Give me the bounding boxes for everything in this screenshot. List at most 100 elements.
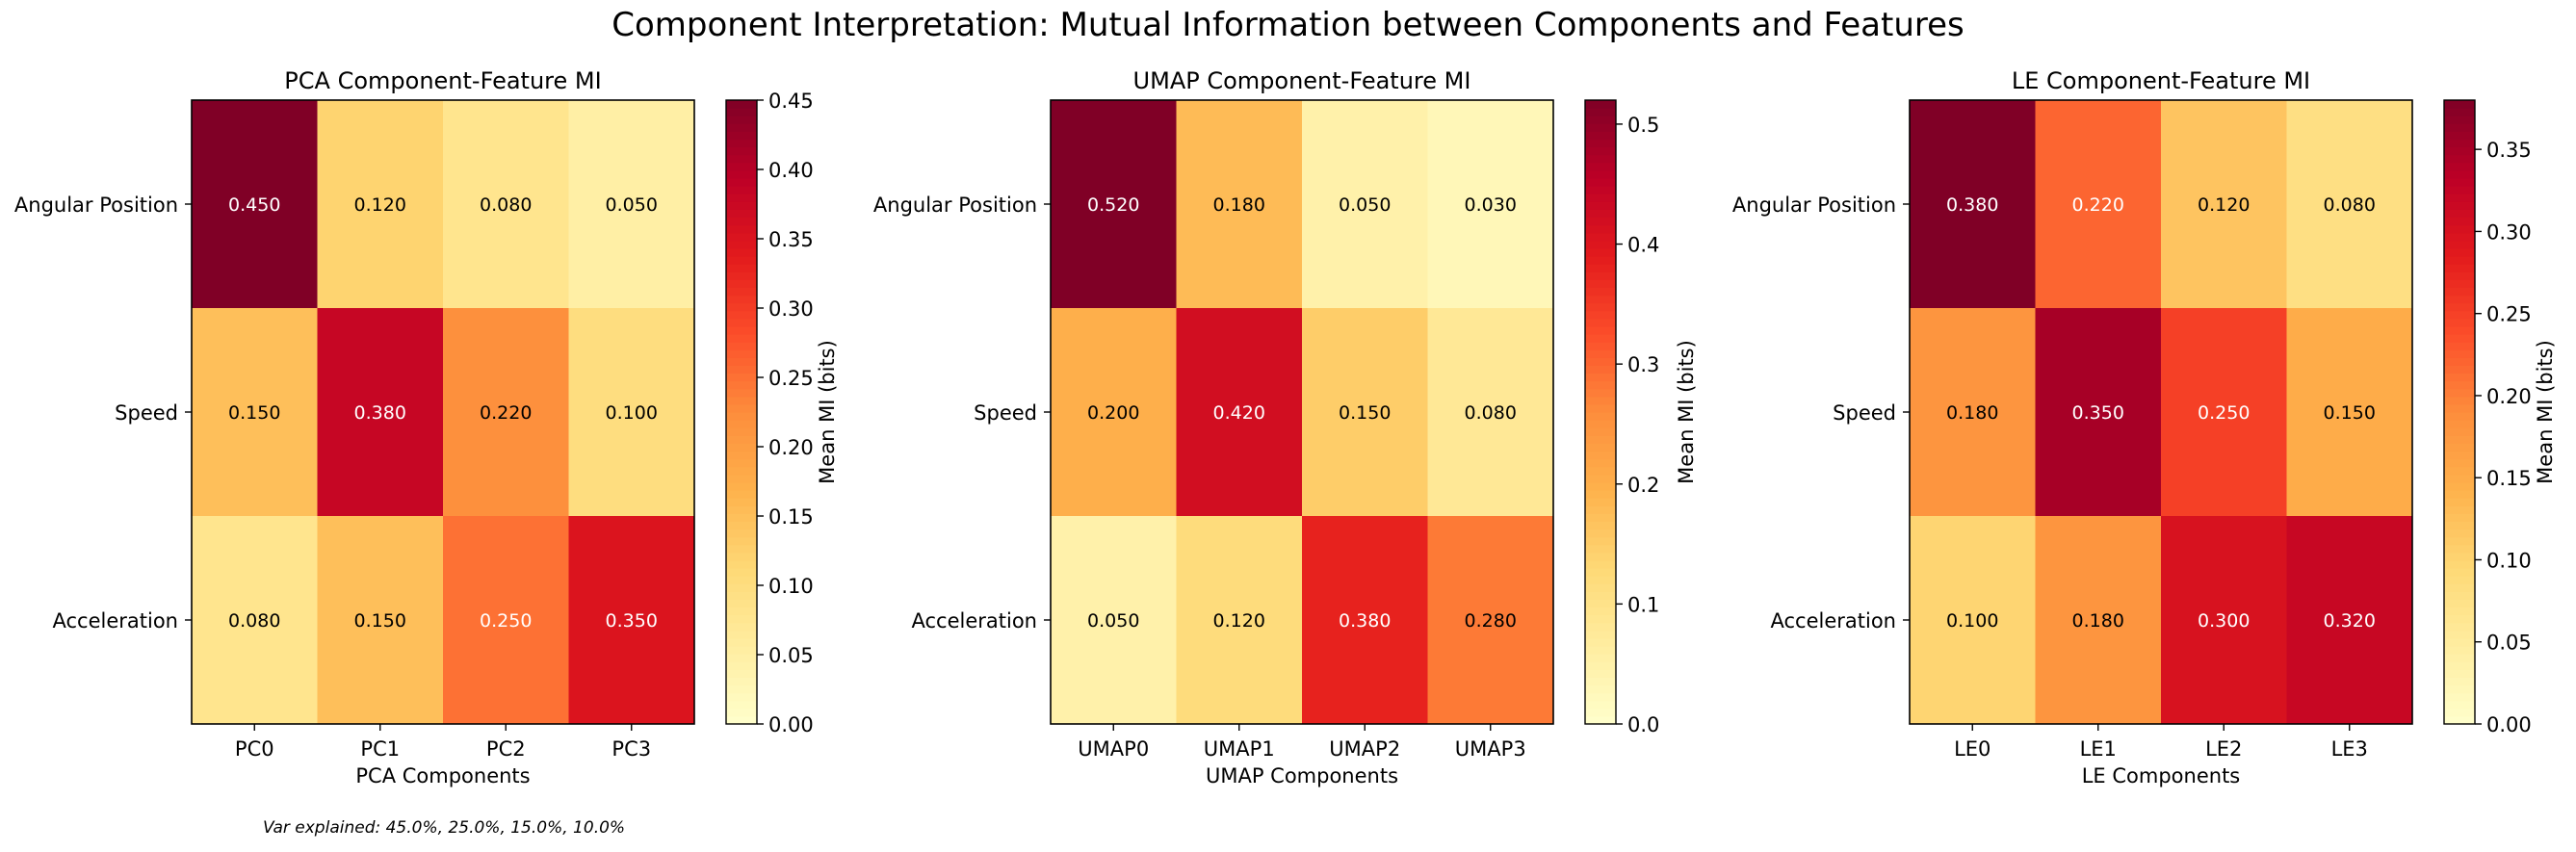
colorbar-segment [1585, 443, 1616, 452]
colorbar-segment [1585, 646, 1616, 655]
cell-value-label: 0.320 [2324, 610, 2376, 632]
heatmap-cell [1051, 100, 1177, 309]
colorbar-segment [1585, 100, 1616, 109]
colorbar-segment [1585, 403, 1616, 413]
colorbar-segment [726, 684, 757, 694]
colorbar-tick-label: 0.00 [2486, 713, 2532, 736]
colorbar-segment [1585, 654, 1616, 662]
colorbar-segment [726, 435, 757, 444]
colorbar-segment [1585, 139, 1616, 148]
colorbar-segment [726, 498, 757, 506]
colorbar-segment [2444, 412, 2475, 421]
colorbar-segment [2444, 154, 2475, 164]
colorbar-segment [1585, 521, 1616, 530]
colorbar-tick-label: 0.30 [2486, 220, 2532, 244]
colorbar-segment [1585, 295, 1616, 304]
colorbar-segment [2444, 349, 2475, 358]
colorbar-segment [726, 131, 757, 141]
colorbar-segment [1585, 131, 1616, 141]
colorbar-segment [2444, 646, 2475, 655]
colorbar-segment [1585, 108, 1616, 116]
colorbar-segment [2444, 131, 2475, 141]
colorbar-segment [1585, 435, 1616, 444]
colorbar-segment [2444, 373, 2475, 382]
colorbar-segment [2444, 505, 2475, 514]
colorbar-segment [1585, 715, 1616, 725]
cell-value-label: 0.120 [354, 194, 406, 216]
colorbar-segment [726, 209, 757, 219]
colorbar-segment [1585, 325, 1616, 335]
heatmap-cell [317, 100, 444, 309]
x-tick-label: UMAP0 [1078, 737, 1149, 761]
colorbar-segment [2444, 435, 2475, 444]
colorbar-segment [2444, 607, 2475, 616]
colorbar-segment [1585, 708, 1616, 717]
heatmap-cell [1051, 308, 1177, 517]
colorbar-tick-label: 0.10 [768, 575, 814, 598]
colorbar-segment [2444, 396, 2475, 405]
colorbar-tick-label: 0.45 [768, 90, 814, 113]
colorbar-segment [726, 224, 757, 234]
colorbar-segment [2444, 295, 2475, 304]
cell-value-label: 0.150 [354, 610, 406, 632]
colorbar-segment [2444, 677, 2475, 686]
colorbar-segment [2444, 544, 2475, 554]
colorbar: 0.0 0.1 0.2 0.3 0.4 0.5 Mean MI (bits) [1584, 99, 1698, 736]
cell-value-label: 0.150 [228, 402, 280, 424]
colorbar-label: Mean MI (bits) [1675, 340, 1698, 484]
x-tick-label: LE2 [2205, 737, 2242, 761]
colorbar-segment [2444, 116, 2475, 124]
colorbar-segment [2444, 146, 2475, 156]
colorbar-tick-label: 0.15 [2486, 467, 2532, 490]
heatmap-cell [192, 516, 318, 725]
colorbar-tick-label: 0.00 [768, 713, 814, 736]
cell-value-label: 0.100 [606, 402, 658, 424]
colorbar-segment [726, 637, 757, 647]
colorbar-segment [726, 661, 757, 670]
colorbar-segment [2444, 622, 2475, 632]
colorbar-segment [2444, 186, 2475, 194]
cell-value-label: 0.380 [354, 402, 406, 424]
y-tick-label: Angular Position [1732, 194, 1896, 217]
colorbar-segment [726, 186, 757, 194]
colorbar-segment [1585, 217, 1616, 226]
colorbar-segment [1585, 490, 1616, 499]
colorbar-segment [1585, 474, 1616, 483]
colorbar-segment [1585, 342, 1616, 350]
colorbar-segment [726, 271, 757, 280]
colorbar-segment [726, 365, 757, 374]
colorbar-tick-label: 0.4 [1627, 234, 1659, 257]
y-tick-label: Speed [1833, 401, 1896, 425]
colorbar-segment [1585, 186, 1616, 194]
colorbar-segment [2444, 536, 2475, 546]
colorbar-segment [726, 100, 757, 109]
heatmap-cell [1910, 100, 2036, 309]
colorbar-segment [1585, 201, 1616, 210]
cell-value-label: 0.300 [2198, 610, 2250, 632]
colorbar-segment [726, 427, 757, 436]
cell-value-label: 0.180 [1946, 402, 1998, 424]
colorbar-frame [2443, 99, 2476, 725]
colorbar-segment [1585, 318, 1616, 327]
colorbar-segment [2444, 217, 2475, 226]
colorbar-segment [1585, 559, 1616, 569]
heatmap-cell [1427, 100, 1554, 309]
colorbar-segment [726, 201, 757, 210]
colorbar-segment [1585, 412, 1616, 421]
colorbar-segment [726, 607, 757, 616]
colorbar-segment [1585, 388, 1616, 398]
cell-value-label: 0.120 [1213, 610, 1265, 632]
colorbar-tick-label: 0.25 [2486, 303, 2532, 326]
x-tick-label: PC3 [611, 737, 651, 761]
colorbar-segment [2444, 357, 2475, 366]
colorbar-segment [726, 154, 757, 164]
colorbar-segment [1585, 692, 1616, 702]
heatmap-cell [192, 308, 318, 517]
colorbar-segment [2444, 552, 2475, 561]
cell-value-label: 0.250 [2198, 402, 2250, 424]
colorbar-segment [726, 403, 757, 413]
colorbar-segment [726, 692, 757, 702]
colorbar-segment [1585, 365, 1616, 374]
